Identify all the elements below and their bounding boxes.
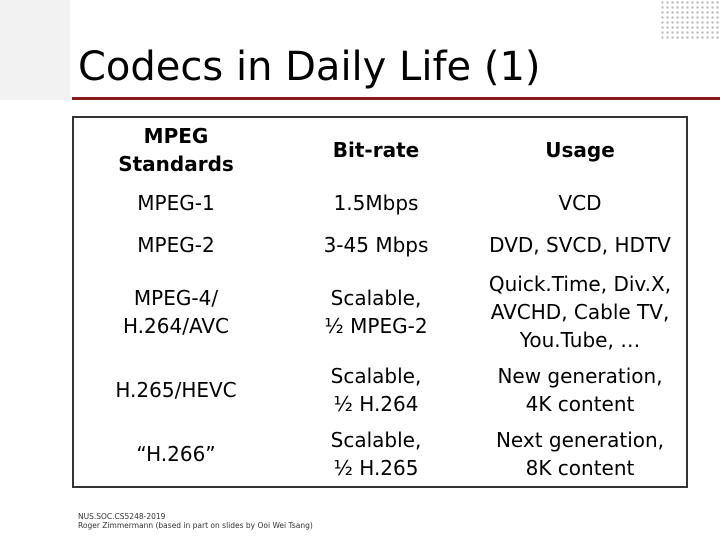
cell-bitrate: Scalable, ½ H.264 [330, 364, 422, 416]
cell-standard: MPEG-2 [137, 233, 215, 257]
slide-footer: NUS.SOC.CS5248-2019 Roger Zimmermann (ba… [78, 512, 313, 530]
table-header-row: MPEG Standards Bit-rate Usage [73, 117, 687, 182]
codec-table: MPEG Standards Bit-rate Usage MPEG-1 1.5M… [72, 116, 688, 488]
cell-usage: New generation, 4K content [497, 364, 663, 416]
header-bitrate: Bit-rate [332, 138, 420, 162]
cell-bitrate: 3-45 Mbps [323, 233, 429, 257]
table-row: MPEG-4/H.264/AVC Scalable, ½ MPEG-2 Quick… [73, 266, 687, 358]
cell-usage: DVD, SVCD, HDTV [489, 233, 671, 257]
cell-usage: VCD [558, 191, 602, 215]
cell-bitrate: Scalable, ½ MPEG-2 [324, 286, 428, 338]
table-row: MPEG-1 1.5Mbps VCD [73, 182, 687, 224]
header-standards: MPEG Standards [118, 124, 234, 176]
cell-standard: “H.266” [136, 442, 216, 466]
table-row: H.265/HEVC Scalable, ½ H.264 New generati… [73, 358, 687, 422]
table-row: “H.266” Scalable, ½ H.265 Next generation… [73, 422, 687, 487]
cell-usage: Quick.Time, Div.X, AVCHD, Cable TV, You.Tu… [488, 272, 672, 352]
footer-course: NUS.SOC.CS5248-2019 [78, 512, 166, 521]
title-underline [72, 97, 720, 100]
corner-decoration [0, 0, 70, 100]
cell-usage: Next generation, 8K content [495, 428, 665, 480]
cell-bitrate: 1.5Mbps [333, 191, 419, 215]
cell-standard: MPEG-1 [137, 191, 215, 215]
cell-standard: MPEG-4/H.264/AVC [122, 286, 229, 338]
cell-bitrate: Scalable, ½ H.265 [330, 428, 422, 480]
table-row: MPEG-2 3-45 Mbps DVD, SVCD, HDTV [73, 224, 687, 266]
header-usage: Usage [545, 138, 615, 162]
dot-pattern-decoration [660, 0, 720, 40]
cell-standard: H.265/HEVC [115, 378, 237, 402]
slide-title: Codecs in Daily Life (1) [78, 44, 541, 90]
codec-table-container: MPEG Standards Bit-rate Usage MPEG-1 1.5M… [72, 116, 688, 488]
footer-author: Roger Zimmermann (based in part on slide… [78, 521, 313, 530]
